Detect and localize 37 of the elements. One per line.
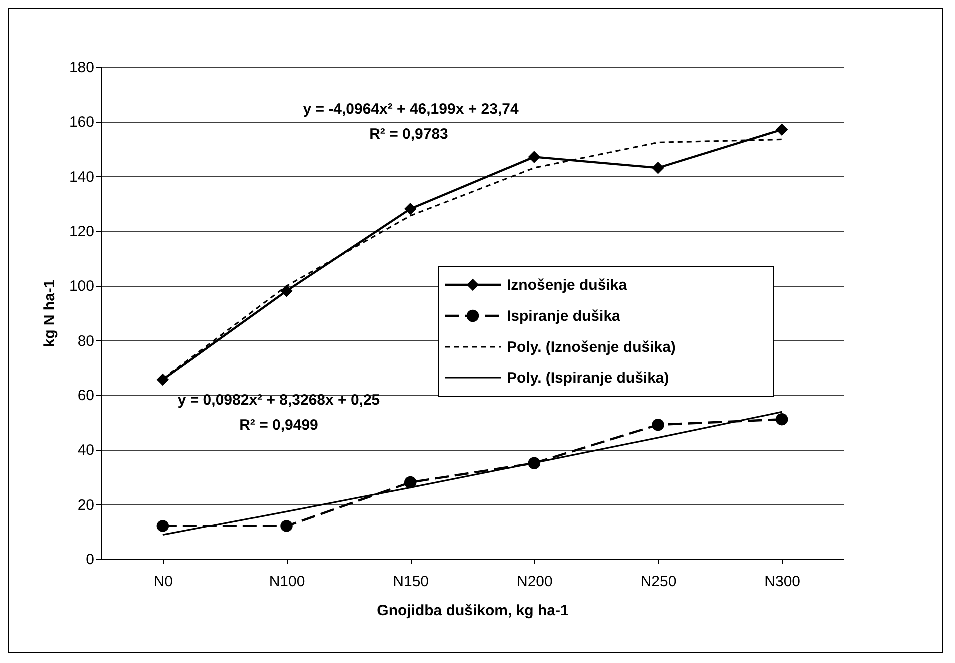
y-tick-label: 140 [69, 168, 94, 186]
y-tick-label: 180 [69, 60, 94, 76]
point [652, 418, 664, 432]
point [156, 520, 170, 532]
legend-label: Poly. (Iznošenje dušika) [507, 339, 676, 356]
legend-label: Iznošenje dušika [507, 277, 628, 294]
point [528, 151, 541, 164]
x-tick-label: N150 [393, 574, 430, 590]
x-tick-label: N100 [269, 574, 306, 590]
y-tick-label: 40 [78, 442, 94, 460]
annotation: y = 0,0982x² + 8,3268x + 0,25 [178, 392, 380, 409]
point [280, 285, 293, 298]
y-axis-title: kg N ha-1 [41, 280, 58, 348]
x-axis-title: Gnojidba dušikom, kg ha-1 [377, 602, 569, 620]
legend-label: Poly. (Ispiranje dušika) [507, 370, 670, 387]
x-tick-label: N0 [154, 574, 174, 590]
x-tick-label: N300 [764, 574, 801, 590]
y-tick-label: 120 [69, 224, 94, 240]
annotation: R² = 0,9783 [370, 126, 448, 143]
point [280, 520, 293, 532]
y-tick-label: 20 [78, 496, 94, 514]
point [156, 374, 170, 386]
y-tick-label: 0 [86, 552, 94, 568]
point [652, 162, 664, 174]
point [776, 124, 788, 136]
y-tick-label: 160 [69, 114, 94, 132]
annotation: R² = 0,9499 [240, 417, 318, 434]
point [776, 413, 788, 426]
x-tick-label: N250 [640, 574, 677, 590]
point [404, 203, 417, 216]
y-tick-label: 60 [78, 388, 94, 404]
x-tick-label: N200 [516, 574, 553, 590]
y-tick-label: 100 [69, 278, 94, 296]
annotation: y = -4,0964x² + 46,199x + 23,74 [303, 101, 520, 118]
point [404, 476, 417, 489]
y-tick-label: 80 [78, 332, 94, 350]
legend-label: Ispiranje dušika [507, 308, 622, 325]
